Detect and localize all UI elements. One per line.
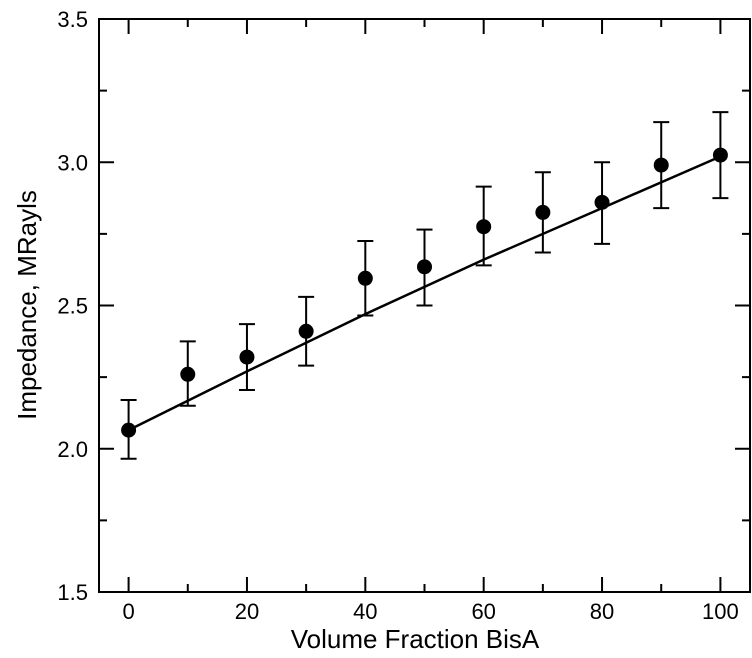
- data-point-0: [121, 422, 137, 438]
- data-point-80: [594, 194, 610, 210]
- data-points: [121, 147, 728, 438]
- data-point-70: [535, 204, 551, 220]
- x-tick-label-80: 80: [590, 599, 614, 624]
- error-bars: [120, 111, 729, 460]
- data-point-100: [712, 147, 728, 163]
- x-tick-label-0: 0: [122, 599, 134, 624]
- y-axis-label: Impedance, MRayls: [12, 190, 42, 420]
- y-tick-label-2.5: 2.5: [57, 294, 88, 319]
- y-tick-label-1.5: 1.5: [57, 580, 88, 605]
- data-point-10: [180, 366, 196, 382]
- data-point-40: [357, 270, 373, 286]
- y-tick-label-2.0: 2.0: [57, 437, 88, 462]
- x-tick-label-60: 60: [471, 599, 495, 624]
- x-axis-label: Volume Fraction BisA: [291, 624, 540, 654]
- y-tick-label-3.5: 3.5: [57, 7, 88, 32]
- axis-ticks: [99, 18, 750, 593]
- data-point-50: [417, 259, 432, 275]
- y-tick-label-3.0: 3.0: [57, 150, 88, 175]
- tick-labels: 0 20 40 60 80 100 1.5 2.0 2.5 3.0 3.5: [57, 7, 738, 624]
- data-point-90: [653, 157, 669, 173]
- data-point-30: [298, 323, 314, 339]
- data-point-20: [239, 349, 255, 365]
- x-tick-label-20: 20: [235, 599, 259, 624]
- data-point-60: [476, 219, 492, 235]
- x-tick-label-40: 40: [353, 599, 377, 624]
- x-tick-label-100: 100: [702, 599, 739, 624]
